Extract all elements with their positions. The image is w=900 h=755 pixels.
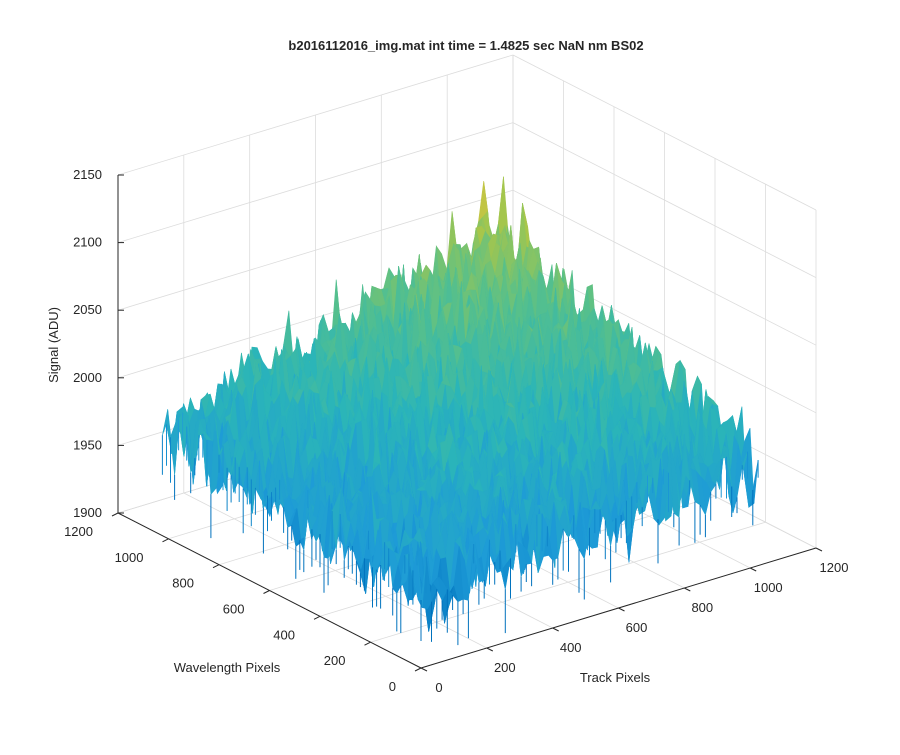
x-tick-mark: [815, 547, 823, 552]
z-tick-labels: 1900 1950 2000 2050 2100 2150: [73, 167, 102, 520]
grid-line: [512, 189, 817, 346]
y-tick-mark: [111, 512, 119, 517]
y-tick-mark: [263, 590, 270, 594]
x-tick-mark: [486, 647, 494, 652]
x-tick-mark: [552, 627, 559, 632]
y-tick-mark: [162, 538, 169, 543]
z-tick-label: 1950: [73, 437, 102, 452]
y-tick-mark: [313, 615, 321, 620]
y-tick-label: 800: [172, 576, 194, 591]
x-tick-label: 800: [691, 600, 713, 615]
surface: [161, 176, 759, 646]
x-tick-label: 600: [626, 620, 648, 635]
y-tick-label: 1000: [115, 550, 144, 565]
y-tick-label: 0: [389, 679, 396, 694]
z-tick-label: 2100: [73, 235, 102, 250]
x-tick-label: 0: [435, 680, 442, 695]
chart-title: b2016112016_img.mat int time = 1.4825 se…: [288, 38, 643, 53]
y-tick-mark: [364, 641, 371, 646]
x-tick-mark: [420, 667, 428, 672]
y-tick-label: 1200: [64, 524, 93, 539]
y-tick-label: 200: [324, 653, 346, 668]
grid-line: [117, 122, 514, 243]
grid-line: [512, 122, 817, 278]
x-tick-label: 1200: [820, 560, 849, 575]
x-axis-label: Track Pixels: [580, 670, 651, 685]
y-tick-mark: [212, 564, 220, 569]
z-tick-label: 2050: [73, 302, 102, 317]
x-tick-mark: [749, 567, 757, 572]
grid-line: [319, 495, 716, 617]
grid-line: [117, 54, 514, 176]
x-tick-label: 200: [494, 660, 516, 675]
z-tick-label: 2000: [73, 370, 102, 385]
x-tick-label: 400: [560, 640, 582, 655]
grid-line: [512, 54, 817, 211]
y-axis-label: Wavelength Pixels: [174, 660, 281, 675]
x-tick-label: 1000: [754, 580, 783, 595]
x-tick-mark: [684, 587, 691, 592]
x-tick-mark: [618, 607, 625, 612]
z-tick-label: 2150: [73, 167, 102, 182]
y-tick-label: 600: [223, 602, 245, 617]
y-tick-mark: [414, 667, 422, 672]
y-tick-label: 400: [273, 627, 295, 642]
z-axis-label: Signal (ADU): [46, 307, 61, 383]
grid-line: [117, 189, 514, 311]
z-tick-label: 1900: [73, 505, 102, 520]
